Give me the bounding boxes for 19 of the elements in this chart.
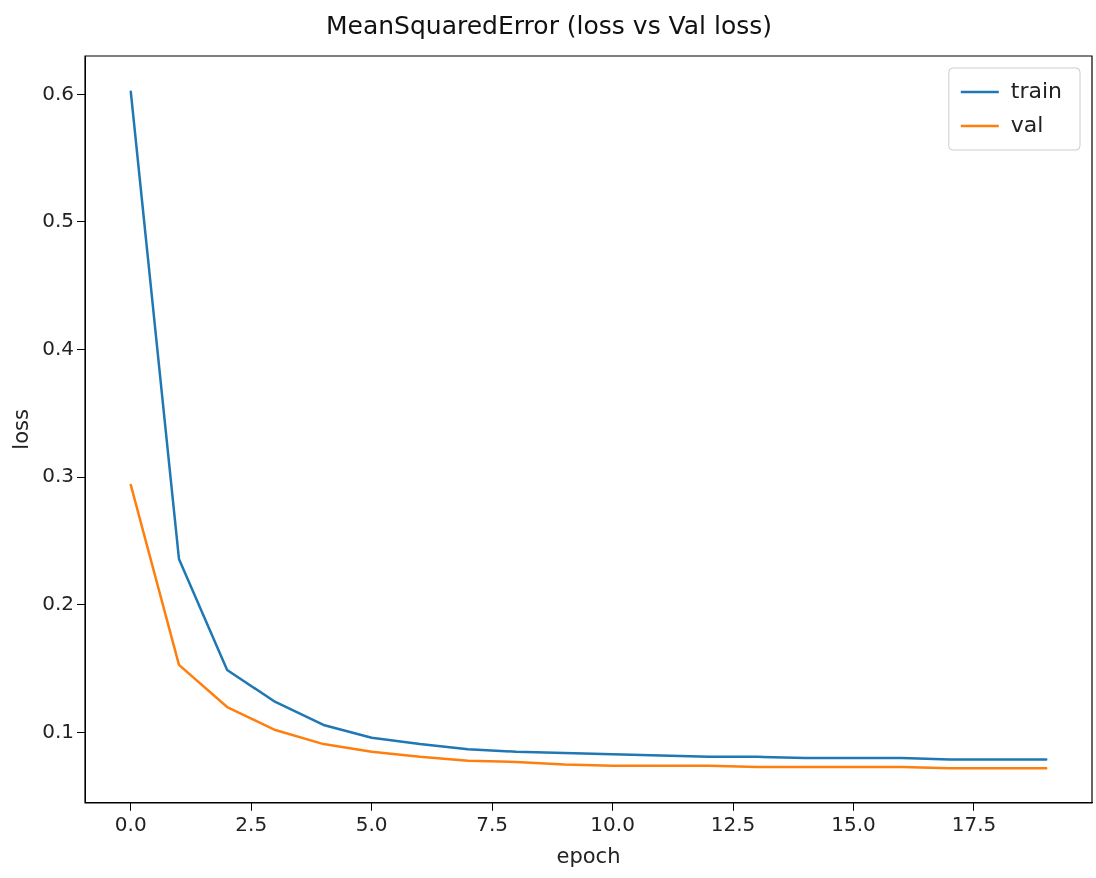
y-tick-label: 0.1 — [42, 718, 75, 743]
y-tick-label: 0.5 — [42, 208, 75, 233]
chart-title: MeanSquaredError (loss vs Val loss) — [325, 10, 773, 40]
legend-label: val — [1010, 111, 1044, 137]
y-tick-label: 0.2 — [42, 591, 75, 616]
x-tick-label: 5.0 — [355, 812, 388, 836]
legend-label: train — [1010, 77, 1063, 103]
x-tick-label: 12.5 — [710, 812, 756, 836]
y-tick-label: 0.3 — [42, 463, 75, 488]
x-tick-label: 0.0 — [114, 812, 147, 836]
y-tick-label: 0.4 — [42, 335, 75, 360]
x-tick-label: 15.0 — [831, 812, 876, 836]
x-tick-label: 2.5 — [235, 812, 268, 836]
x-tick-label: 7.5 — [476, 812, 509, 836]
x-axis-title: epoch — [556, 843, 621, 868]
y-axis-title: loss — [9, 409, 34, 450]
y-tick-label: 0.6 — [42, 80, 75, 105]
x-tick-label: 10.0 — [590, 812, 635, 836]
x-tick-label: 17.5 — [951, 812, 997, 836]
